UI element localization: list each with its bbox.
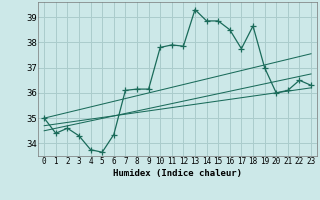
X-axis label: Humidex (Indice chaleur): Humidex (Indice chaleur) xyxy=(113,169,242,178)
